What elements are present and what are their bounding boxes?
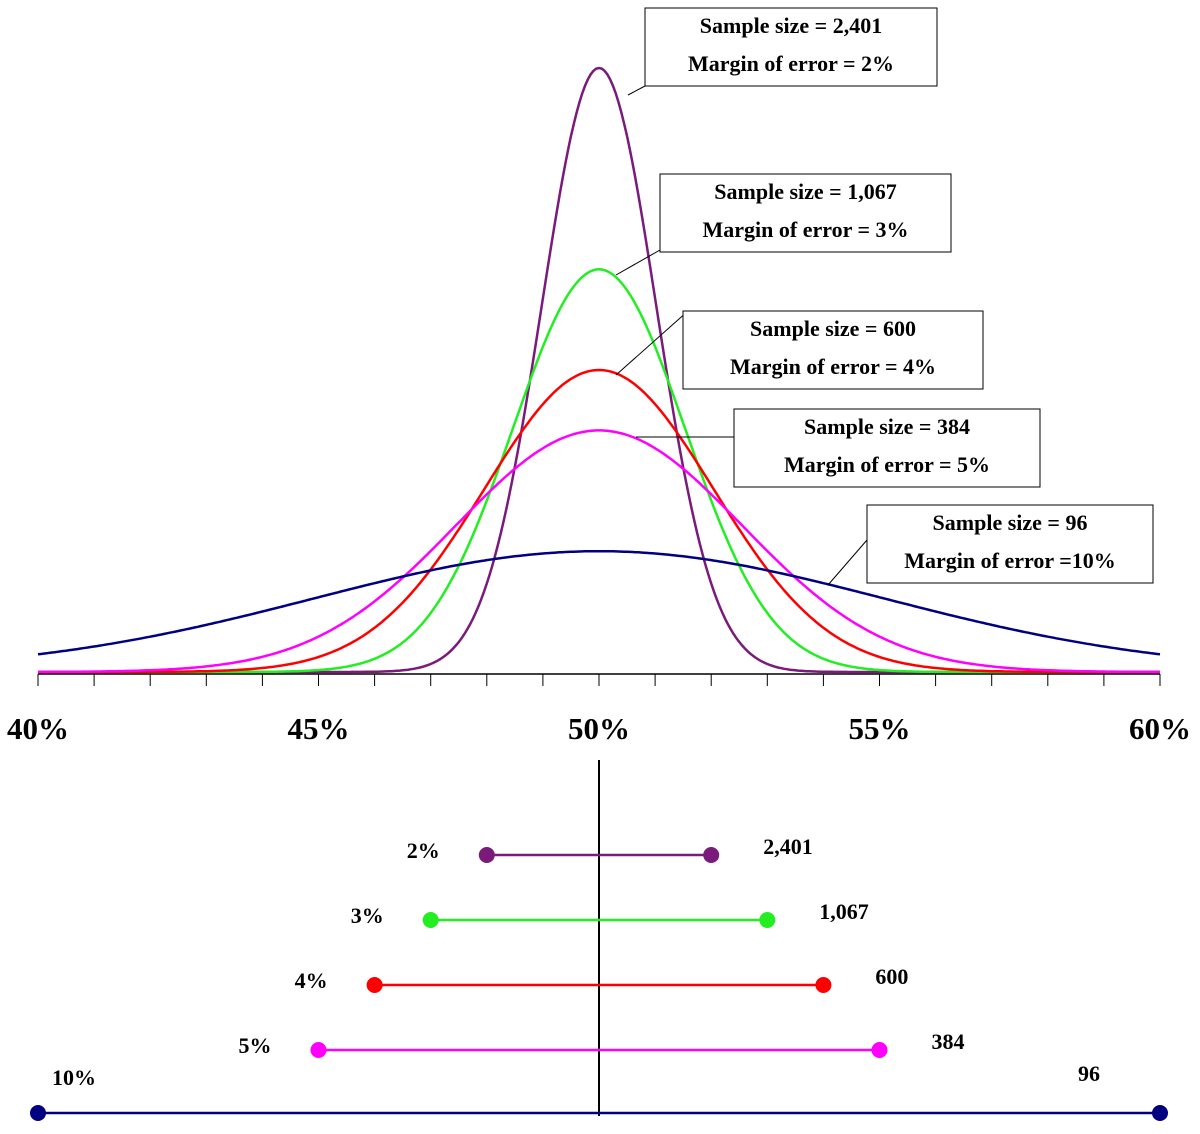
annotation-box <box>733 408 1041 488</box>
annotation-text: Margin of error = 4% <box>730 354 936 379</box>
interval-high <box>759 912 776 928</box>
density-curve <box>38 268 1160 674</box>
annotation-text: Sample size = 1,067 <box>714 179 896 204</box>
annotation-text: Margin of error = 2% <box>688 51 894 76</box>
margin-label: 10% <box>52 1065 96 1090</box>
interval-high <box>703 847 720 863</box>
annotation-text: Sample size = 600 <box>750 316 916 341</box>
interval-low <box>30 1105 46 1121</box>
interval-high <box>871 1042 888 1058</box>
leader-line <box>615 249 661 276</box>
density-curve <box>37 549 1161 656</box>
sample-size-label: 96 <box>1078 1061 1100 1086</box>
annotation-text: Sample size = 384 <box>804 414 970 439</box>
interval-high <box>815 977 832 993</box>
annotation-text: Margin of error = 3% <box>702 217 908 242</box>
sample-size-label: 2,401 <box>763 834 813 859</box>
x-tick-label: 50% <box>568 711 630 746</box>
margin-label: 4% <box>295 968 328 993</box>
interval-low <box>310 1042 327 1058</box>
annotation-box <box>866 504 1154 584</box>
x-tick-label: 55% <box>849 711 911 746</box>
x-tick-label: 45% <box>288 711 350 746</box>
interval-low <box>366 977 383 993</box>
annotation-text: Margin of error =10% <box>904 548 1116 573</box>
margin-label: 2% <box>407 838 440 863</box>
interval-high <box>1152 1105 1168 1121</box>
leader-line <box>627 85 646 96</box>
annotation-text: Margin of error = 5% <box>784 452 990 477</box>
annotation-box <box>682 310 984 390</box>
annotation-text: Sample size = 2,401 <box>700 13 882 38</box>
interval-low <box>478 847 495 863</box>
sample-size-label: 384 <box>932 1029 965 1054</box>
margin-label: 5% <box>239 1033 272 1058</box>
annotation-box <box>659 173 952 253</box>
interval-low <box>422 912 439 928</box>
x-tick-label: 40% <box>7 711 69 746</box>
sample-size-label: 1,067 <box>819 899 869 924</box>
annotation-box <box>644 7 938 87</box>
leader-line <box>827 539 868 586</box>
x-tick-label: 60% <box>1129 711 1191 746</box>
density-curve <box>38 368 1160 674</box>
density-curve <box>38 429 1160 674</box>
margin-label: 3% <box>351 903 384 928</box>
sample-size-label: 600 <box>875 964 908 989</box>
annotation-text: Sample size = 96 <box>933 510 1088 535</box>
leader-line <box>615 310 689 376</box>
